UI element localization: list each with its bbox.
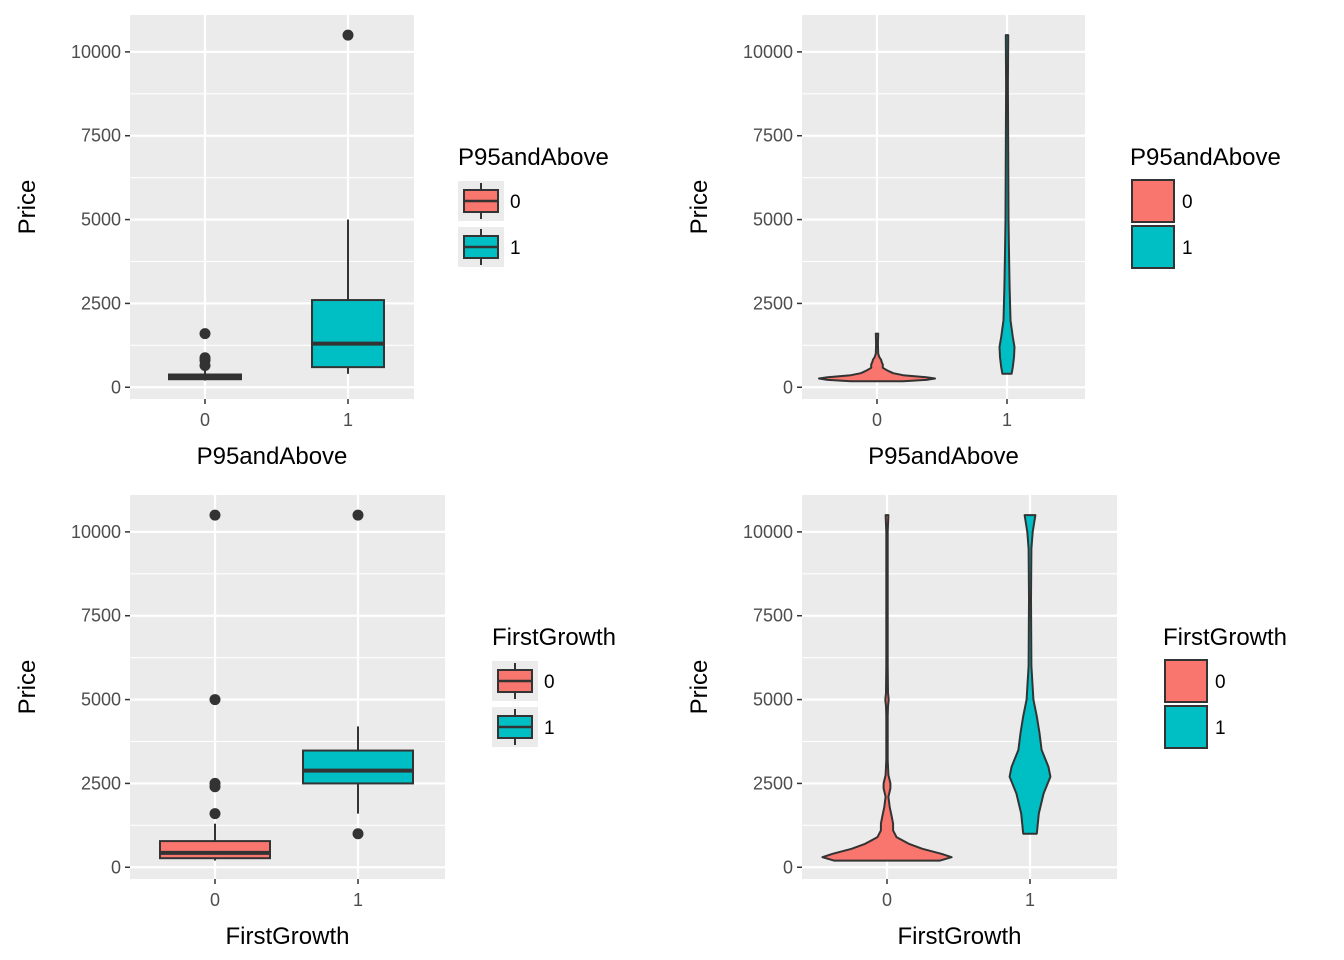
- x-axis-title: FirstGrowth: [897, 923, 1021, 950]
- x-tick-label: 1: [1002, 410, 1012, 430]
- y-tick-label: 0: [783, 857, 793, 877]
- legend-key-1: [1131, 225, 1175, 269]
- y-tick-label: 2500: [81, 773, 121, 793]
- panel-background: [130, 495, 445, 879]
- x-tick-label: 0: [200, 410, 210, 430]
- legend-title: FirstGrowth: [492, 624, 616, 651]
- box-1: [302, 509, 414, 840]
- legend-title: P95andAbove: [458, 144, 609, 171]
- x-tick-label: 0: [882, 890, 892, 910]
- x-axis-title: P95andAbove: [868, 443, 1019, 470]
- legend-key-1: [1164, 705, 1208, 749]
- y-axis-title: Price: [686, 660, 713, 715]
- legend-1: P95andAbove 0 1: [458, 144, 609, 267]
- y-tick-label: 0: [111, 857, 121, 877]
- x-tick-label: 0: [872, 410, 882, 430]
- box-body: [302, 749, 414, 785]
- outlier-point: [352, 828, 364, 840]
- panel-2: 0 2500 5000 7500 10000 0 1 P95andAbove Price: [686, 15, 1085, 470]
- outlier-point: [209, 777, 221, 789]
- panel-1: 0 2500 5000 7500 10000 0 1 P95andAbove Price: [14, 15, 414, 470]
- y-axis-title: Price: [14, 660, 41, 715]
- legend-key-0: [1164, 659, 1208, 703]
- x-tick-label: 1: [343, 410, 353, 430]
- outlier-point: [209, 694, 221, 706]
- legend-label: 0: [1182, 192, 1193, 213]
- box-body: [311, 299, 385, 369]
- x-tick-label: 1: [353, 890, 363, 910]
- legend-label: 1: [1182, 238, 1193, 259]
- y-tick-label: 7500: [81, 126, 121, 146]
- legend-label: 1: [1215, 718, 1226, 739]
- box-0: [159, 509, 271, 861]
- y-tick-label: 10000: [743, 42, 793, 62]
- y-tick-label: 7500: [753, 606, 793, 626]
- violin-1: [998, 34, 1016, 375]
- violin-0: [821, 514, 953, 862]
- y-tick-label: 2500: [753, 773, 793, 793]
- legend-4: FirstGrowth 0 1: [1163, 624, 1287, 749]
- outlier-point: [352, 509, 364, 521]
- y-tick-label: 7500: [81, 606, 121, 626]
- y-tick-label: 0: [111, 377, 121, 397]
- y-axis-title: Price: [14, 180, 41, 235]
- y-axis-title: Price: [686, 180, 713, 235]
- x-tick-label: 1: [1025, 890, 1035, 910]
- legend-label: 0: [510, 192, 521, 213]
- y-tick-label: 5000: [81, 210, 121, 230]
- outlier-point: [199, 328, 211, 340]
- box-1: [311, 29, 385, 374]
- y-tick-label: 0: [783, 377, 793, 397]
- legend-title: P95andAbove: [1130, 144, 1281, 171]
- legend-2: P95andAbove 0 1: [1130, 144, 1281, 269]
- y-tick-label: 2500: [753, 293, 793, 313]
- x-axis-title: FirstGrowth: [225, 923, 349, 950]
- legend-label: 1: [510, 238, 521, 259]
- legend-title: FirstGrowth: [1163, 624, 1287, 651]
- legend-label: 0: [1215, 672, 1226, 693]
- outlier-point: [209, 509, 221, 521]
- legend-key-0: [1131, 179, 1175, 223]
- legend-label: 0: [544, 672, 555, 693]
- x-axis-title: P95andAbove: [197, 443, 348, 470]
- y-tick-label: 10000: [743, 522, 793, 542]
- panel-background: [802, 15, 1085, 399]
- legend-label: 1: [544, 718, 555, 739]
- y-tick-label: 5000: [81, 690, 121, 710]
- y-tick-label: 2500: [81, 293, 121, 313]
- box-0: [168, 328, 242, 381]
- panel-background: [802, 495, 1117, 879]
- outlier-point: [342, 29, 354, 41]
- x-tick-label: 0: [210, 890, 220, 910]
- y-tick-label: 10000: [71, 522, 121, 542]
- outlier-point: [209, 808, 221, 820]
- violin-0: [818, 332, 936, 383]
- box-body: [159, 840, 271, 860]
- y-tick-label: 7500: [753, 126, 793, 146]
- y-tick-label: 5000: [753, 690, 793, 710]
- legend-3: FirstGrowth 0 1: [492, 624, 616, 747]
- y-tick-label: 5000: [753, 210, 793, 230]
- violin-1: [1008, 514, 1052, 835]
- y-tick-label: 10000: [71, 42, 121, 62]
- outlier-point: [199, 352, 211, 364]
